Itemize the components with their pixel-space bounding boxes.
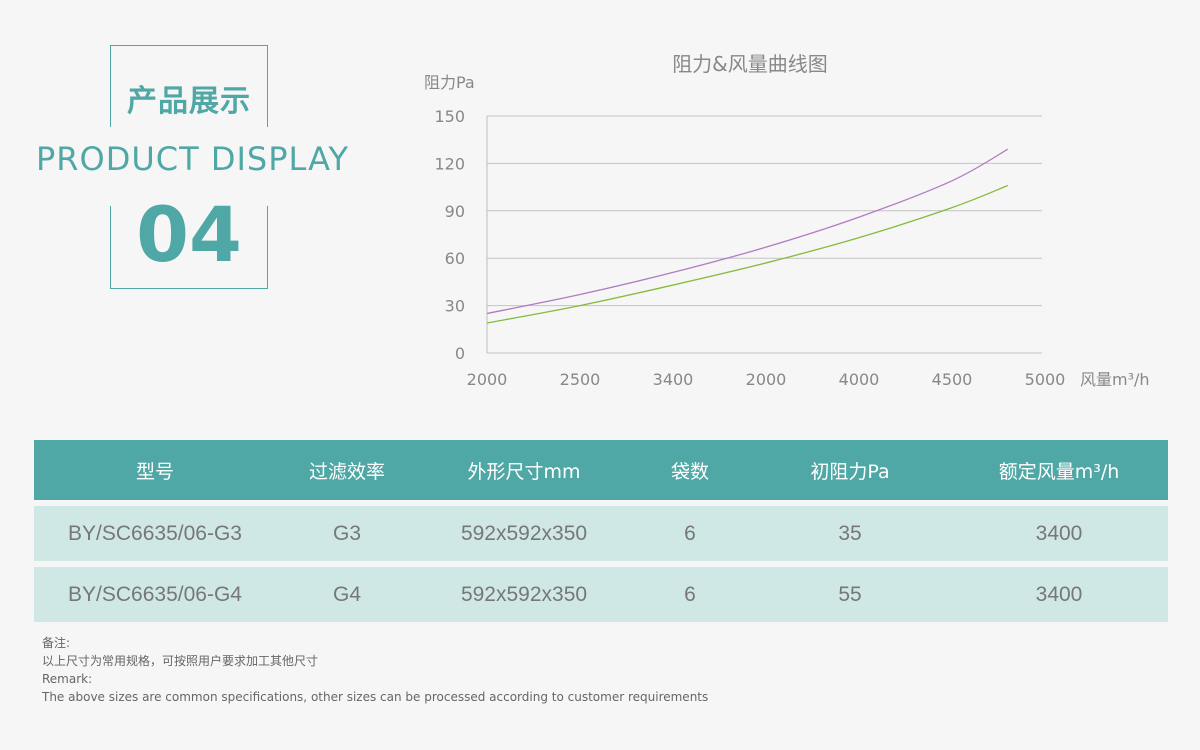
- product-table: 型号 过滤效率 外形尺寸mm 袋数 初阻力Pa 额定风量m³/h BY/SC66…: [34, 440, 1168, 622]
- cell-efficiency: G4: [332, 582, 361, 606]
- cell-bags: 6: [684, 582, 696, 606]
- cell-model: BY/SC6635/06-G3: [68, 521, 242, 545]
- notes-label-en: Remark:: [42, 672, 93, 686]
- x-tick-label: 4000: [839, 370, 880, 389]
- notes-text-en: The above sizes are common specification…: [42, 690, 709, 704]
- cell-size: 592x592x350: [460, 521, 588, 545]
- x-tick-label: 2500: [560, 370, 601, 389]
- cell-size: 592x592x350: [460, 582, 588, 606]
- table-row: BY/SC6635/06-G3 G3 592x592x350 6 35 3400: [34, 506, 1168, 561]
- heading-frame-top: [110, 45, 268, 127]
- y-tick-label: 30: [445, 297, 465, 316]
- y-tick-label: 0: [455, 344, 465, 363]
- cell-airflow: 3400: [1035, 521, 1083, 545]
- y-tick-label: 150: [434, 107, 465, 126]
- cell-resistance: 55: [838, 582, 862, 606]
- cell-resistance: 35: [838, 521, 862, 545]
- header-model: 型号: [135, 460, 174, 483]
- table-header-row: 型号 过滤效率 外形尺寸mm 袋数 初阻力Pa 额定风量m³/h: [34, 440, 1168, 500]
- header-resistance: 初阻力Pa: [810, 460, 890, 483]
- header-bags: 袋数: [670, 460, 709, 483]
- heading-title-en: PRODUCT DISPLAY: [36, 140, 350, 178]
- cell-model: BY/SC6635/06-G4: [68, 582, 242, 606]
- table-row: BY/SC6635/06-G4 G4 592x592x350 6 55 3400: [34, 567, 1168, 622]
- heading-number: 04: [136, 190, 242, 279]
- cell-efficiency: G3: [332, 521, 361, 545]
- heading-title-cn: 产品展示: [127, 84, 251, 119]
- x-axis-label: 风量m³/h: [1080, 370, 1150, 389]
- x-tick-label: 4500: [932, 370, 973, 389]
- x-tick-label: 5000: [1025, 370, 1066, 389]
- notes-text-cn: 以上尺寸为常用规格，可按照用户要求加工其他尺寸: [42, 654, 319, 668]
- notes: 备注: 以上尺寸为常用规格，可按照用户要求加工其他尺寸 Remark: The …: [42, 634, 708, 706]
- cell-bags: 6: [684, 521, 696, 545]
- header-efficiency: 过滤效率: [308, 460, 385, 483]
- series-line: [486, 148, 1009, 315]
- y-tick-label: 120: [434, 154, 465, 173]
- x-tick-label: 3400: [653, 370, 694, 389]
- cell-airflow: 3400: [1035, 582, 1083, 606]
- x-tick-label: 2000: [467, 370, 508, 389]
- series-line: [486, 184, 1009, 324]
- y-tick-label: 90: [445, 202, 465, 221]
- chart-title: 阻力&风量曲线图: [672, 52, 828, 76]
- y-axis-label: 阻力Pa: [424, 73, 475, 92]
- notes-label-cn: 备注:: [42, 636, 71, 650]
- header-size: 外形尺寸mm: [467, 460, 581, 483]
- header-airflow: 额定风量m³/h: [998, 460, 1120, 483]
- y-tick-label: 60: [445, 249, 465, 268]
- heading-frame-bottom: [110, 206, 268, 289]
- x-tick-label: 2000: [746, 370, 787, 389]
